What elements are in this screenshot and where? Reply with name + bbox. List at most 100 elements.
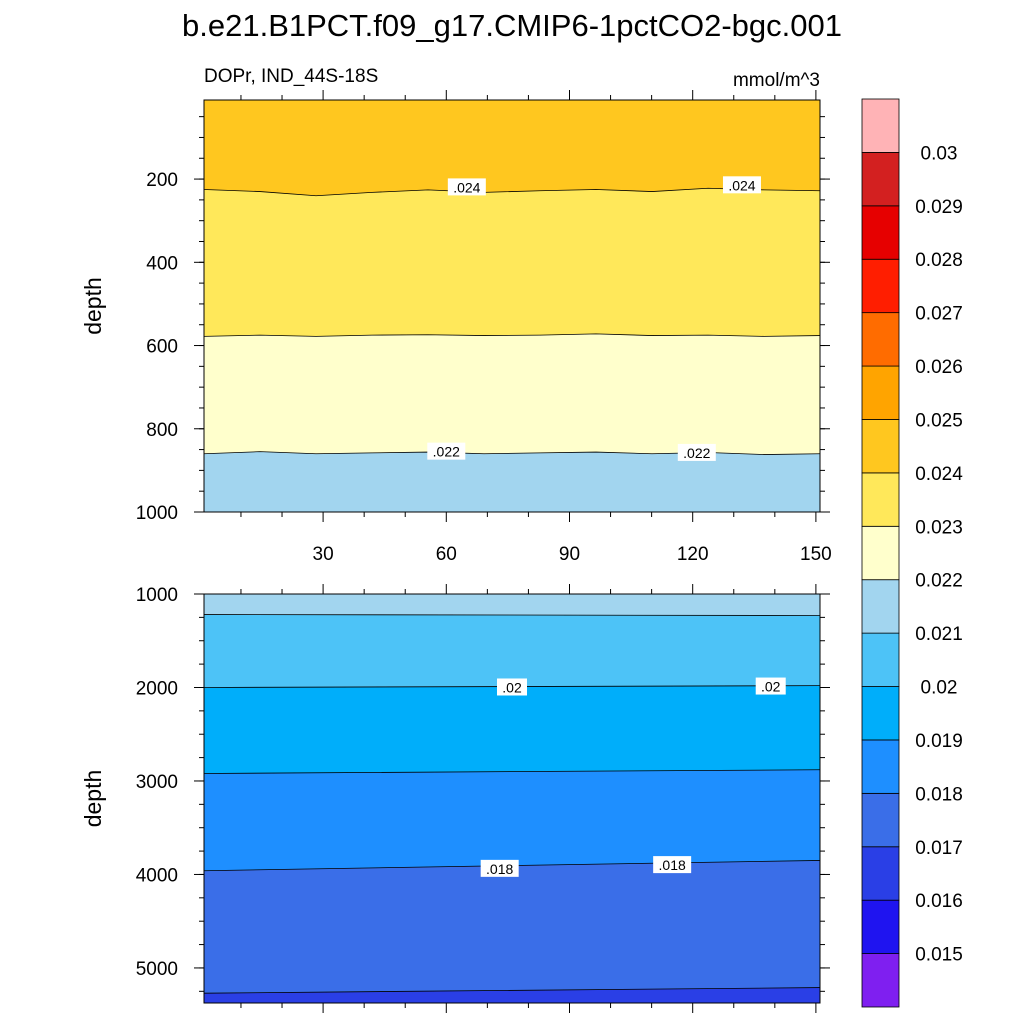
colorbar-label: 0.015 — [915, 945, 963, 966]
units-label: mmol/m^3 — [733, 70, 820, 91]
x-tick-label: 120 — [677, 544, 709, 565]
contour-label-box — [677, 443, 716, 461]
contour-label: .024 — [447, 178, 486, 196]
colorbar-box — [861, 579, 900, 634]
contour-label: .022 — [427, 442, 466, 460]
colorbar-box — [861, 365, 900, 420]
contour-line — [204, 333, 820, 337]
bottom-band — [204, 594, 820, 616]
contour-label-text: .022 — [683, 445, 710, 461]
contour-label: .018 — [480, 859, 519, 877]
colorbar-box — [861, 739, 900, 794]
colorbar-box — [861, 899, 900, 954]
colorbar-label: 0.028 — [915, 250, 963, 271]
contour-label-text: .024 — [728, 177, 755, 193]
contour-label-box — [447, 178, 486, 196]
colorbar-box — [861, 525, 900, 581]
colorbar-box — [861, 205, 900, 260]
colorbar-label: 0.02 — [921, 678, 958, 699]
top-band — [204, 451, 820, 512]
contour-line — [204, 614, 820, 616]
contour-label-text: .02 — [502, 679, 522, 695]
x-tick-label: 30 — [313, 544, 334, 565]
y-axis-label: depth — [80, 277, 106, 335]
y-tick-label: 3000 — [136, 772, 178, 793]
colorbar-box — [861, 312, 900, 367]
colorbar-label: 0.023 — [915, 517, 963, 538]
colorbar-box — [861, 419, 900, 474]
colorbar-box — [861, 686, 900, 741]
y-tick-label: 5000 — [136, 959, 178, 980]
top-fill-layer: .024 .024 .022 .022 — [204, 100, 820, 512]
x-tick-label: 150 — [800, 544, 832, 565]
bottom-band — [204, 860, 820, 994]
chart-title: b.e21.B1PCT.f09_g17.CMIP6-1pctCO2-bgc.00… — [182, 8, 842, 43]
contour-label-text: .024 — [453, 179, 480, 195]
y-tick-label: 4000 — [136, 865, 178, 886]
contour-label-box — [427, 442, 466, 460]
bottom-band — [204, 987, 820, 1003]
x-tick-label: 60 — [436, 544, 457, 565]
contour-line — [204, 769, 820, 774]
contour-label-text: .02 — [761, 679, 781, 695]
y-tick-label: 2000 — [136, 678, 178, 699]
contour-label-text: .018 — [486, 861, 513, 877]
contour-line — [204, 987, 820, 994]
bottom-band — [204, 614, 820, 688]
colorbar-box — [861, 632, 900, 687]
colorbar-label: 0.022 — [915, 571, 963, 592]
bottom-frame — [203, 593, 821, 1004]
y-tick-label: 1000 — [136, 503, 178, 524]
contour-label-text: .022 — [433, 444, 460, 460]
y-tick-label: 600 — [146, 337, 178, 358]
colorbar-label: 0.021 — [915, 624, 963, 645]
colorbar-label: 0.026 — [915, 357, 963, 378]
top-band — [204, 100, 820, 196]
colorbar-label: 0.016 — [915, 891, 963, 912]
contour-label-box — [722, 176, 761, 194]
top-frame — [203, 99, 821, 513]
variable-region-label: DOPr, IND_44S-18S — [204, 66, 378, 87]
contour-label-box — [480, 859, 519, 877]
colorbar-box — [861, 792, 900, 848]
bottom-band — [204, 685, 820, 774]
colorbar-label: 0.025 — [915, 410, 963, 431]
colorbar-label: 0.018 — [915, 784, 963, 805]
top-panel: .024 .024 .022 .022 200 400 600 800 1000 depth 30 6… — [80, 90, 832, 565]
colorbar-box — [861, 152, 900, 207]
y-tick-label: 200 — [146, 170, 178, 191]
y-tick-label: 1000 — [136, 585, 178, 606]
top-band — [204, 188, 820, 337]
y-tick-label: 400 — [146, 253, 178, 274]
colorbar-label: 0.017 — [915, 838, 963, 859]
contour-label-box — [755, 677, 786, 695]
contour-label-box — [497, 678, 527, 696]
contour-line — [204, 187, 820, 197]
colorbar: 0.015 0.016 0.017 0.018 0.019 0.02 0.021 0.022 0… — [861, 98, 963, 1008]
y-axis-label: depth — [80, 770, 106, 828]
colorbar-box — [861, 258, 900, 314]
x-tick-label: 90 — [559, 544, 580, 565]
colorbar-box — [861, 472, 900, 527]
contour-label-box — [653, 856, 692, 874]
colorbar-label: 0.029 — [915, 197, 963, 218]
bottom-panel: .02 .02 .018 .018 1000 2000 3000 4000 5000 depth — [80, 584, 830, 1013]
y-tick-label: 800 — [146, 420, 178, 441]
contour-label-text: .018 — [659, 857, 686, 873]
colorbar-box — [861, 953, 900, 1008]
contour-label: .018 — [653, 856, 692, 874]
contour-label: .02 — [755, 677, 786, 695]
top-band — [204, 333, 820, 455]
contour-label: .022 — [677, 443, 716, 461]
contour-label: .024 — [722, 176, 761, 194]
bottom-band — [204, 769, 820, 871]
colorbar-label: 0.027 — [915, 304, 963, 325]
colorbar-box — [861, 846, 900, 901]
colorbar-label: 0.024 — [915, 464, 963, 485]
colorbar-label: 0.03 — [921, 143, 958, 164]
contour-label: .02 — [497, 678, 527, 696]
contour-line — [204, 451, 820, 455]
colorbar-label: 0.019 — [915, 731, 963, 752]
colorbar-box — [861, 98, 900, 153]
